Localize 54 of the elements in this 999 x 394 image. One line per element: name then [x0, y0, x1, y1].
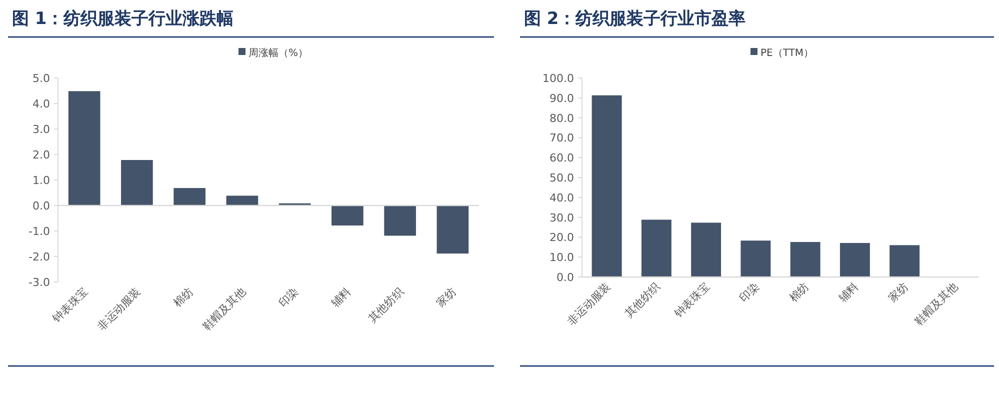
x-tick-label: 钟表珠宝 — [671, 280, 712, 321]
bar — [436, 205, 470, 254]
x-tick-label: 非运动服装 — [94, 284, 144, 334]
y-tick-label: 80.0 — [550, 112, 574, 125]
legend: PE（TTM） — [750, 48, 814, 59]
y-tick-label: -3.0 — [28, 276, 50, 289]
x-tick-label: 鞋帽及其他 — [200, 284, 248, 334]
chart-title: 图 2：纺织服装子行业市盈率 — [524, 9, 746, 29]
bar — [640, 218, 672, 278]
y-tick-label: 50.0 — [550, 172, 574, 184]
bar — [790, 241, 822, 278]
x-tick-label: 其他纺织 — [622, 280, 663, 320]
bar — [330, 205, 364, 226]
bar — [68, 90, 102, 206]
y-tick-label: -2.0 — [28, 250, 50, 264]
y-tick-label: 90.0 — [550, 92, 574, 105]
x-tick-label: 钟表珠宝 — [49, 284, 90, 326]
y-tick-label: 4.0 — [32, 98, 50, 110]
y-tick-label: 2.0 — [32, 148, 50, 162]
bar — [690, 222, 722, 278]
y-tick-label: 100.0 — [542, 72, 574, 85]
y-tick-label: 60.0 — [550, 152, 574, 165]
bar — [225, 194, 259, 206]
x-tick-label: 印染 — [276, 284, 301, 310]
bar — [740, 240, 772, 278]
y-tick-label: 5.0 — [32, 72, 50, 85]
bar — [383, 205, 417, 236]
y-tick-label: 10.0 — [550, 251, 574, 264]
legend-label: 周涨幅（%） — [248, 47, 308, 59]
x-tick-label: 辅料 — [328, 284, 354, 310]
y-tick-label: 30.0 — [550, 211, 574, 224]
y-tick-label: 0.0 — [32, 200, 50, 212]
legend: 周涨幅（%） — [238, 48, 308, 59]
x-tick-label: 家纺 — [886, 280, 911, 305]
y-tick-label: 3.0 — [32, 123, 50, 136]
bar — [888, 244, 920, 278]
x-tick-label: 棉纺 — [786, 280, 812, 305]
x-tick-label: 其他纺织 — [366, 284, 406, 326]
x-tick-label: 印染 — [737, 280, 762, 305]
bar — [172, 187, 206, 206]
x-tick-label: 棉纺 — [170, 284, 196, 310]
bar — [839, 242, 871, 278]
legend-label: PE（TTM） — [760, 48, 814, 59]
x-tick-label: 辅料 — [836, 280, 862, 305]
y-tick-label: 70.0 — [550, 132, 574, 145]
y-tick-label: -1.0 — [28, 225, 50, 238]
x-tick-label: 家纺 — [434, 284, 459, 310]
y-tick-label: 20.0 — [550, 231, 574, 244]
y-tick-label: 1.0 — [32, 174, 50, 187]
bar — [120, 159, 154, 206]
x-tick-label: 鞋帽及其他 — [912, 280, 960, 328]
y-tick-label: 40.0 — [550, 191, 574, 204]
chart-title: 图 1：纺织服装子行业涨跌幅 — [12, 9, 234, 29]
bar — [591, 94, 623, 278]
